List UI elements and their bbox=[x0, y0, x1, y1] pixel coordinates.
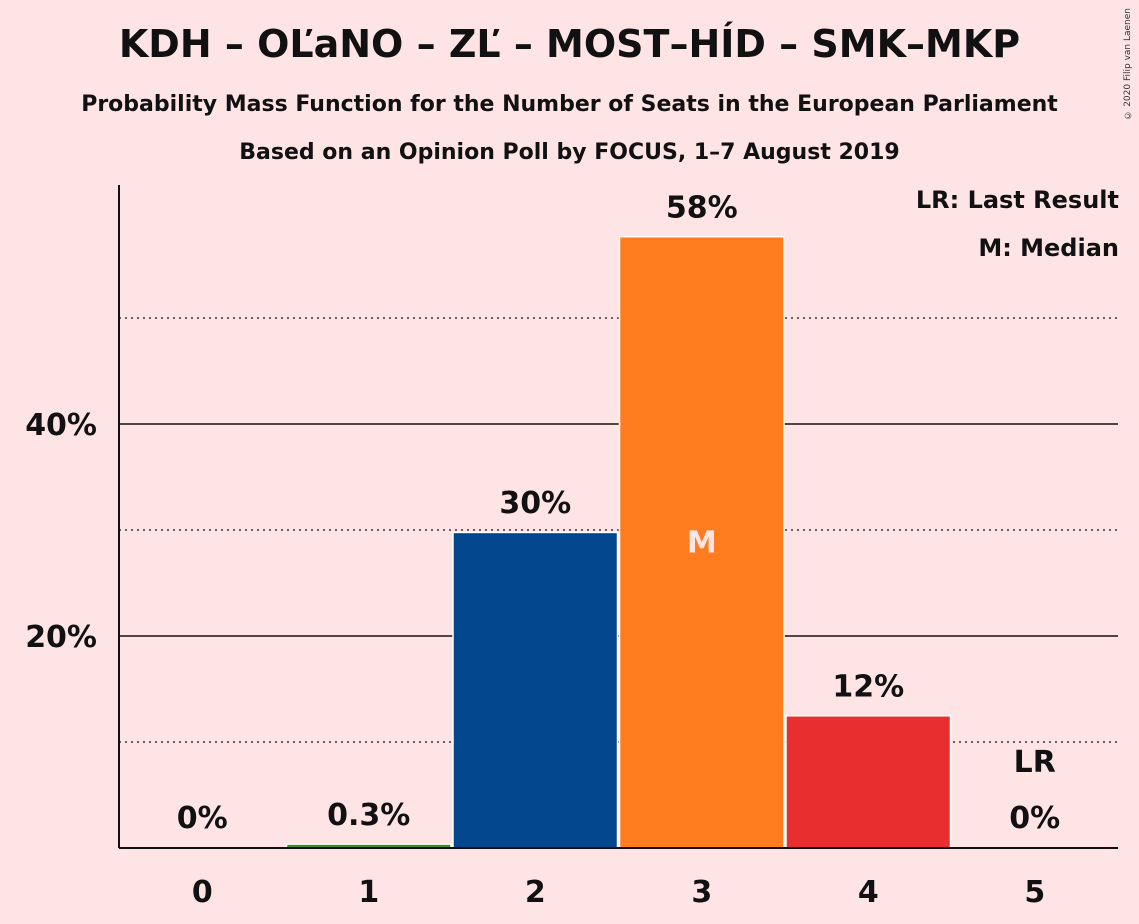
bar-seat-4 bbox=[786, 716, 950, 848]
bar-value-label: 0.3% bbox=[327, 798, 410, 833]
chart-source-line: Based on an Opinion Poll by FOCUS, 1–7 A… bbox=[239, 140, 900, 165]
chart-subtitle: Probability Mass Function for the Number… bbox=[81, 92, 1058, 117]
chart-title: KDH – OĽaNO – ZĽ – MOST–HÍD – SMK–MKP bbox=[118, 22, 1021, 66]
bar-value-label: 30% bbox=[499, 486, 571, 521]
x-tick-label: 4 bbox=[858, 875, 879, 910]
x-tick-label: 2 bbox=[525, 875, 546, 910]
y-tick-label: 20% bbox=[25, 620, 97, 655]
bar-seat-3 bbox=[620, 237, 784, 848]
median-marker: M bbox=[687, 526, 717, 561]
x-tick-label: 1 bbox=[358, 875, 379, 910]
x-tick-label: 0 bbox=[192, 875, 213, 910]
legend-last-result: LR: Last Result bbox=[915, 186, 1119, 214]
x-tick-label: 3 bbox=[691, 875, 712, 910]
bar-value-label: 58% bbox=[666, 190, 738, 225]
last-result-marker: LR bbox=[1014, 745, 1056, 780]
bar-value-label: 0% bbox=[177, 801, 228, 836]
bar-value-label: 0% bbox=[1009, 801, 1060, 836]
y-tick-label: 40% bbox=[25, 408, 97, 443]
legend-median: M: Median bbox=[978, 234, 1119, 262]
x-tick-label: 5 bbox=[1024, 875, 1045, 910]
bar-value-label: 12% bbox=[832, 670, 904, 705]
bar-seat-2 bbox=[453, 533, 617, 848]
bar-seat-1 bbox=[287, 844, 451, 848]
